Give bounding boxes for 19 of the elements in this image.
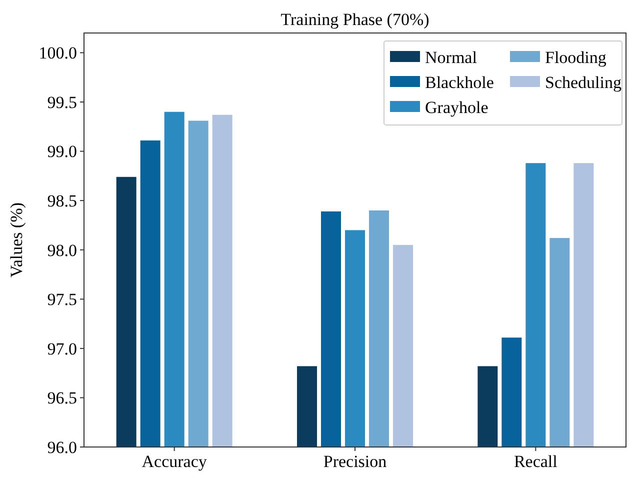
y-tick-label: 100.0 [38,44,77,63]
y-tick-label: 99.5 [47,92,77,112]
y-tick-label: 96.5 [47,388,77,408]
y-tick-label: 96.0 [47,438,77,457]
legend-label: Blackhole [425,72,494,92]
legend-label: Flooding [545,48,607,67]
legend-label: Normal [425,48,478,67]
legend-label: Grayhole [425,98,488,117]
x-tick-label: Recall [514,452,558,471]
y-tick-label: 99.0 [47,142,77,162]
y-tick-label: 97.0 [47,339,77,358]
y-axis-title: Values (%) [7,202,26,278]
y-tick-label: 97.5 [47,290,77,310]
x-tick-label: Accuracy [142,452,208,471]
chart-title: Training Phase (70%) [280,10,430,29]
y-tick-label: 98.0 [47,240,77,260]
x-tick-label: Precision [323,452,388,471]
legend-label: Scheduling [545,72,622,92]
y-tick-label: 98.5 [47,192,77,211]
